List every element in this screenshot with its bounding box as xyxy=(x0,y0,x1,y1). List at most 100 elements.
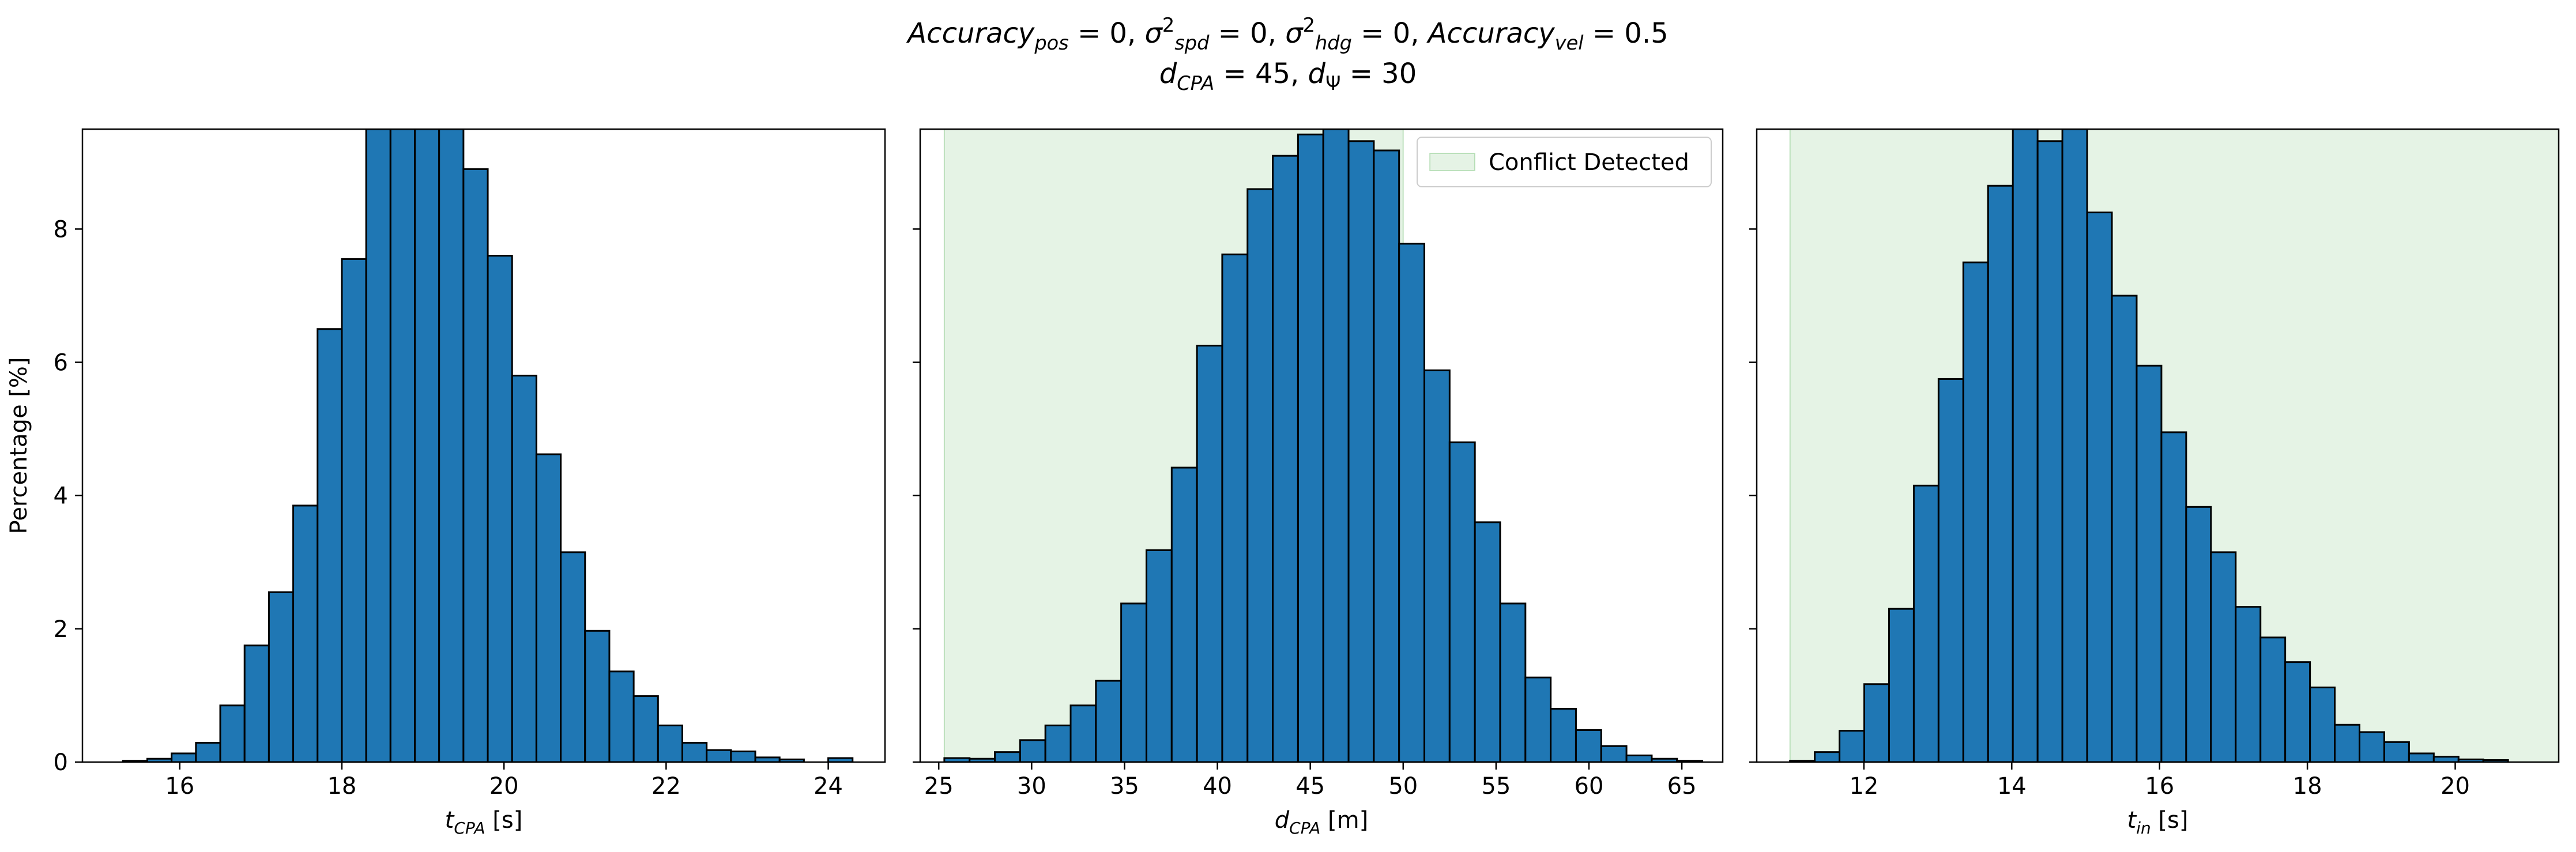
legend-swatch xyxy=(1429,153,1475,171)
histogram-bar xyxy=(2210,551,2237,762)
histogram-bar xyxy=(560,551,586,762)
x-tick-label: 30 xyxy=(1017,773,1046,800)
histogram-bar xyxy=(1297,133,1324,762)
histogram-bar xyxy=(706,749,732,762)
histogram-bar xyxy=(1600,745,1628,762)
x-tick-label: 25 xyxy=(924,773,954,800)
histogram-bar xyxy=(1962,261,1989,762)
x-tick-label: 20 xyxy=(489,773,519,800)
histogram-bar xyxy=(632,695,659,762)
plot-area xyxy=(1789,129,2559,762)
histogram-bar xyxy=(341,258,367,762)
histogram-bar xyxy=(1499,602,1527,762)
axes-frame xyxy=(81,128,886,763)
x-tick-label: 50 xyxy=(1388,773,1418,800)
histogram-bar xyxy=(1095,680,1123,762)
x-tick-label: 16 xyxy=(2145,773,2174,800)
histogram-bar xyxy=(2160,431,2187,762)
panel-dcpa-histogram: 25 30 35 40 45 50 55 60 65 dCPA [m] Conflict Detec… xyxy=(913,128,1724,838)
histogram-bar xyxy=(2259,636,2287,762)
y-axis-label: Percentage [%] xyxy=(6,357,32,534)
histogram-bar xyxy=(511,375,537,762)
histogram-bar xyxy=(657,724,683,762)
histogram-bar xyxy=(2284,661,2311,762)
histogram-bar xyxy=(2383,741,2410,762)
histogram-bar xyxy=(681,741,708,762)
x-tick-label: 55 xyxy=(1481,773,1511,800)
histogram-bar xyxy=(1120,602,1147,762)
histogram-bar xyxy=(827,757,854,762)
histogram-bar xyxy=(1069,704,1097,762)
y-tick-label: 8 xyxy=(54,216,68,243)
y-tick-label: 6 xyxy=(54,350,68,376)
legend: Conflict Detected xyxy=(1417,137,1712,187)
histogram-bar xyxy=(219,704,246,762)
histogram-bar xyxy=(2012,129,2039,762)
histogram-bar xyxy=(1839,730,1866,762)
histogram-bar xyxy=(1987,184,2014,762)
histogram-bar xyxy=(584,629,611,762)
histogram-bar xyxy=(171,752,197,762)
x-tick-label: 20 xyxy=(2441,773,2470,800)
histogram-bar xyxy=(1814,751,1841,762)
histogram-bar xyxy=(1322,129,1350,762)
x-tick-label: 60 xyxy=(1575,773,1604,800)
x-tick-label: 22 xyxy=(651,773,681,800)
histogram-bar xyxy=(1170,466,1198,762)
histogram-bar xyxy=(1625,754,1653,762)
histogram-bar xyxy=(1474,521,1501,762)
histogram-bar xyxy=(2111,295,2138,762)
y-tick-label: 4 xyxy=(54,483,68,510)
x-tick-label: 65 xyxy=(1667,773,1697,800)
histogram-bar xyxy=(292,504,319,762)
x-tick-label: 14 xyxy=(1997,773,2027,800)
histogram-bar xyxy=(1145,549,1173,762)
panel-tin-histogram: 12 14 16 18 20 tin [s] xyxy=(1749,128,2560,838)
x-axis-label: tCPA [s] xyxy=(445,807,523,838)
histogram-bar xyxy=(1196,345,1223,762)
histogram-bar xyxy=(2358,731,2385,762)
histogram-bar xyxy=(1448,441,1476,762)
histogram-bar xyxy=(2185,506,2212,762)
histogram-bar xyxy=(1550,708,1577,762)
histogram-bar xyxy=(2061,129,2088,762)
histogram-bar xyxy=(195,741,221,762)
histogram-bar xyxy=(1044,724,1072,762)
histogram-bar xyxy=(2235,606,2262,762)
histogram-bar xyxy=(1524,676,1552,762)
x-tick-label: 35 xyxy=(1110,773,1139,800)
histogram-bar xyxy=(2309,687,2336,762)
histogram-bar xyxy=(2334,723,2360,762)
histogram-bar xyxy=(608,670,635,762)
axes-frame xyxy=(919,128,1724,763)
histogram-bar xyxy=(1398,243,1426,762)
histogram-bar xyxy=(438,129,465,762)
x-tick-label: 18 xyxy=(327,773,356,800)
histogram-bar xyxy=(243,644,270,762)
x-tick-label: 18 xyxy=(2293,773,2322,800)
histogram-bar xyxy=(2136,364,2163,762)
histogram-bar xyxy=(1575,729,1602,762)
histogram-bar xyxy=(1888,608,1915,762)
axes-frame xyxy=(1756,128,2560,763)
y-tick-label: 2 xyxy=(54,616,68,643)
histogram-bar xyxy=(389,129,416,762)
histogram-bar xyxy=(1912,484,1939,762)
histogram-bar xyxy=(268,591,295,762)
histogram-bar xyxy=(1272,154,1299,762)
histogram-bar xyxy=(1937,378,1964,762)
histogram-bar xyxy=(1373,149,1400,762)
histogram-bar xyxy=(413,129,440,762)
histogram-bar xyxy=(1863,683,1890,762)
histogram-bar xyxy=(487,255,513,762)
legend-box xyxy=(1417,137,1712,187)
histogram-bar xyxy=(1423,369,1451,762)
histogram-bar xyxy=(535,453,562,762)
histogram-bar xyxy=(317,328,343,762)
histogram-bar xyxy=(2086,211,2113,762)
histogram-bar xyxy=(2432,756,2460,762)
histogram-bar xyxy=(1221,253,1249,762)
histogram-bar xyxy=(462,168,489,762)
